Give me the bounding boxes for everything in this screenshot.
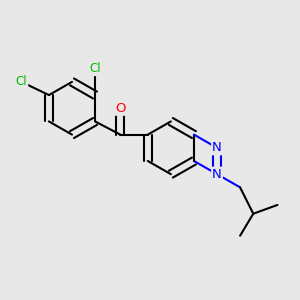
Text: O: O	[115, 102, 126, 115]
Text: N: N	[212, 168, 222, 181]
Text: Cl: Cl	[16, 75, 27, 88]
Text: N: N	[212, 141, 222, 154]
Text: Cl: Cl	[89, 62, 101, 75]
